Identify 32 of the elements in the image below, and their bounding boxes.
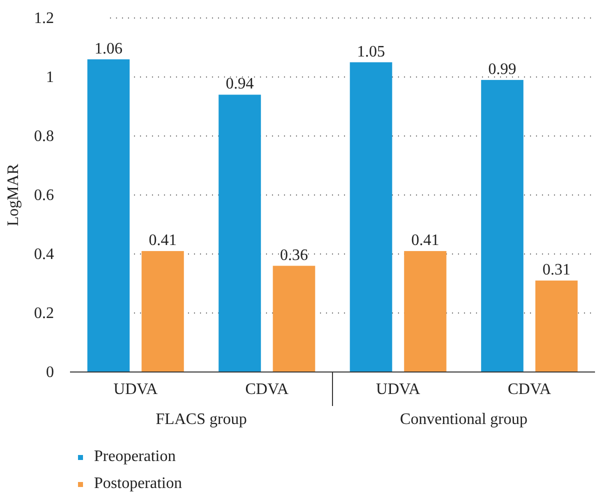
data-label: 0.94 <box>226 76 254 93</box>
data-label: 0.31 <box>542 262 570 279</box>
data-label: 1.06 <box>94 40 123 58</box>
y-tick-label: 0.4 <box>34 246 54 264</box>
text: FLACS group <box>156 411 247 428</box>
bar <box>87 59 130 372</box>
bar <box>404 251 446 372</box>
x-tick-label: CDVA <box>508 381 552 398</box>
bar <box>142 251 184 372</box>
x-tick-label: UDVA <box>114 381 158 398</box>
bar <box>218 94 261 372</box>
x-tick-label: CDVA <box>245 381 289 398</box>
bar <box>535 280 578 372</box>
data-label: 1.05 <box>357 43 386 60</box>
legend-label: Preoperation <box>94 448 176 465</box>
y-tick-label: 0 <box>46 364 54 382</box>
x-tick-label: UDVA <box>376 381 421 398</box>
y-tick-label: 0.8 <box>34 128 54 146</box>
data-label: 0.99 <box>488 60 516 78</box>
bar <box>272 266 316 372</box>
text: Conventional group <box>400 411 528 428</box>
y-tick-label: 0.2 <box>34 305 54 322</box>
data-label: 0.36 <box>280 246 308 264</box>
y-axis-title: LogMAR <box>5 164 22 226</box>
data-label: 0.41 <box>411 232 440 250</box>
y-tick-label: 1.2 <box>34 10 54 28</box>
y-tick-label: 1 <box>46 69 54 86</box>
y-tick-label: 0.6 <box>34 187 54 204</box>
legend-label: Postoperation <box>94 475 182 492</box>
bar <box>350 62 392 372</box>
data-label: 0.41 <box>148 232 177 250</box>
bar <box>481 80 524 372</box>
